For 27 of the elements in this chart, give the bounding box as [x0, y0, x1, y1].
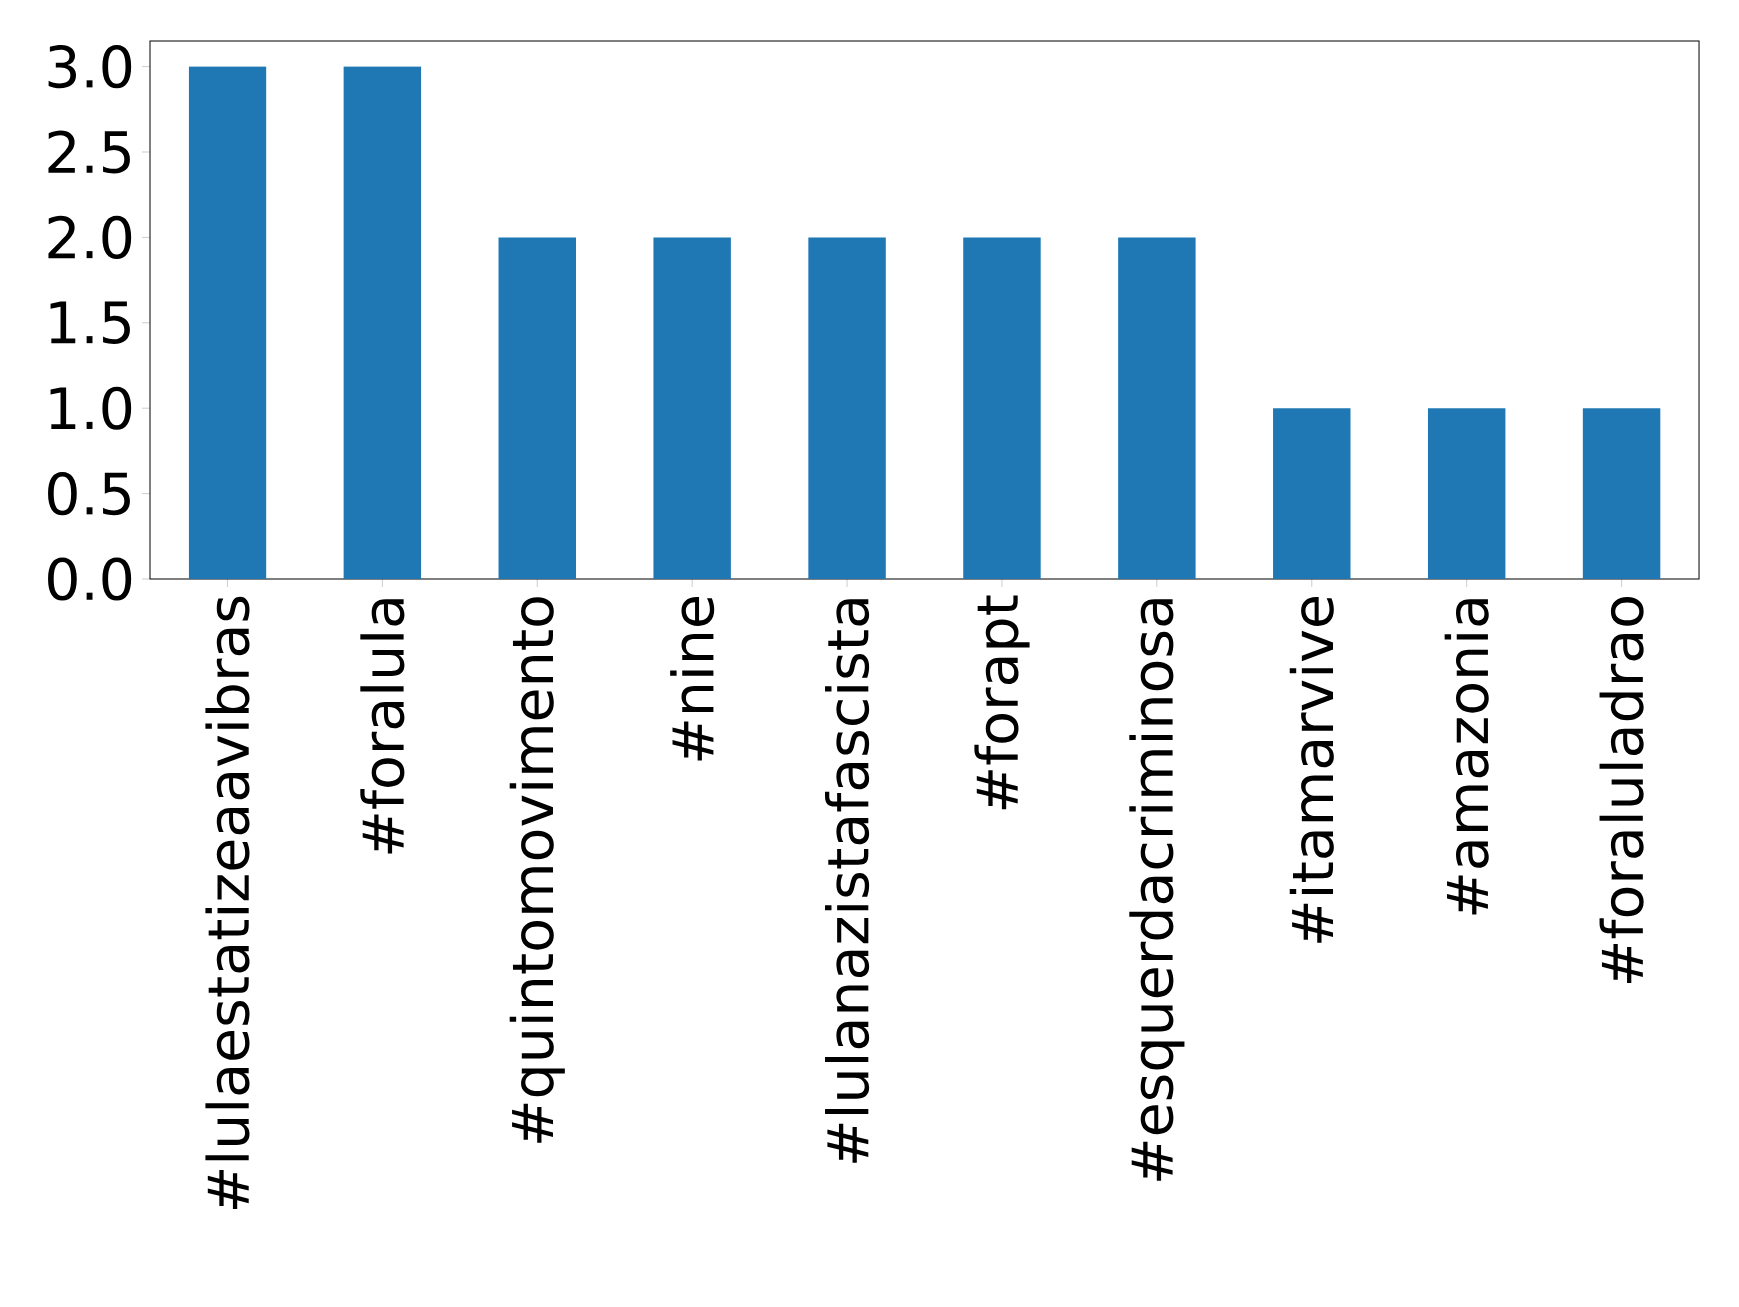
x-tick-label: #foralula: [360, 599, 405, 854]
bar: [1118, 237, 1196, 579]
bar: [653, 237, 731, 579]
x-tick-label: #lulanazistafascista: [825, 599, 870, 1163]
x-tick-label: #itamarvive: [1289, 597, 1334, 943]
bar: [1582, 408, 1661, 579]
y-tick-label: 0.0: [48, 557, 132, 601]
y-tick-label: 0.5: [48, 472, 130, 516]
x-tick-label: #lulaestatizeaavibras: [205, 596, 250, 1210]
x-tick-label: #esquerdacriminosa: [1129, 599, 1185, 1181]
bar: [498, 237, 576, 579]
bar: [1427, 408, 1506, 579]
bar: [188, 66, 267, 579]
bar: [963, 237, 1041, 579]
y-tick-label: 1.5: [50, 301, 130, 344]
y-tick-label: 2.0: [48, 215, 132, 259]
x-tick-label: #nine: [670, 597, 715, 761]
bar: [343, 66, 422, 579]
y-tick-label: 2.5: [48, 130, 130, 174]
x-tick-label: #amazonia: [1444, 599, 1489, 915]
bar: [1273, 408, 1351, 579]
x-tick-label: #quintomovimento: [509, 597, 565, 1143]
bar: [808, 237, 886, 579]
x-tick-label: #forapt: [974, 595, 1030, 810]
x-tick-label: #foraluladrao: [1599, 597, 1644, 983]
y-tick-label: 3.0: [48, 45, 132, 89]
y-tick-label: 1.0: [50, 386, 132, 430]
